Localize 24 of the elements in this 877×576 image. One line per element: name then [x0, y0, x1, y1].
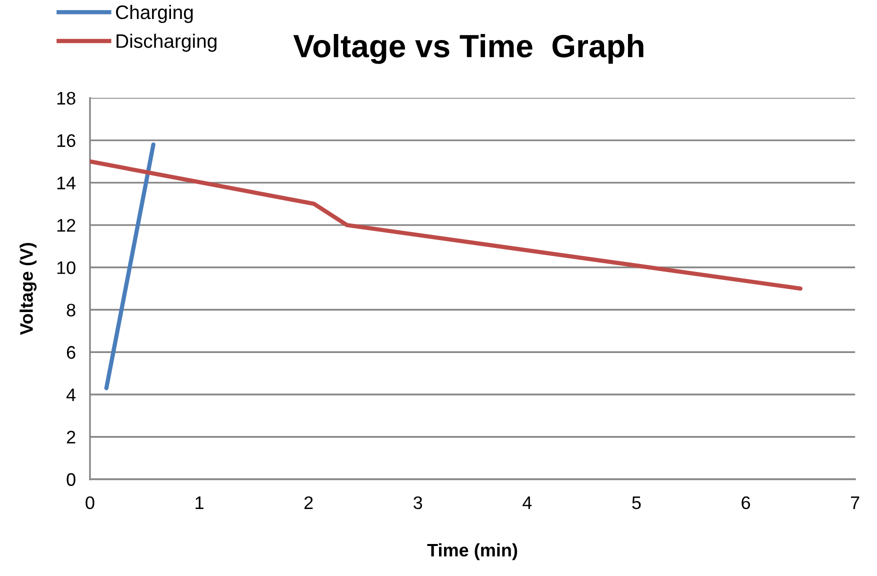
y-tick-label: 2 — [66, 430, 76, 444]
legend-label: Discharging — [116, 34, 216, 52]
legend-label: Charging — [116, 4, 193, 24]
x-tick-label: 0 — [86, 496, 94, 510]
x-tick-label: 3 — [414, 496, 422, 510]
chart-title: Voltage vs Time Graph — [293, 34, 644, 64]
x-tick-label: 2 — [304, 496, 313, 509]
y-tick-label: 16 — [57, 134, 76, 148]
line-series — [90, 159, 803, 291]
x-tick-label: 5 — [632, 496, 641, 510]
x-axis-title: Time (min) — [427, 543, 518, 560]
y-tick-label: 12 — [57, 218, 76, 232]
x-tick-label: 1 — [196, 496, 204, 509]
y-tick-label: 10 — [57, 261, 76, 274]
y-tick-label: 6 — [66, 346, 76, 359]
y-tick-label: 8 — [66, 304, 76, 316]
y-tick-label: 4 — [66, 388, 76, 402]
x-tick-label: 6 — [742, 496, 750, 510]
x-tick-label: 4 — [522, 496, 532, 509]
y-tick-label: 14 — [57, 176, 76, 190]
y-tick-label: 0 — [66, 473, 76, 486]
y-axis-title: Voltage (V) — [20, 242, 37, 335]
y-tick-label: 18 — [57, 92, 76, 105]
x-tick-label: 7 — [850, 496, 860, 509]
